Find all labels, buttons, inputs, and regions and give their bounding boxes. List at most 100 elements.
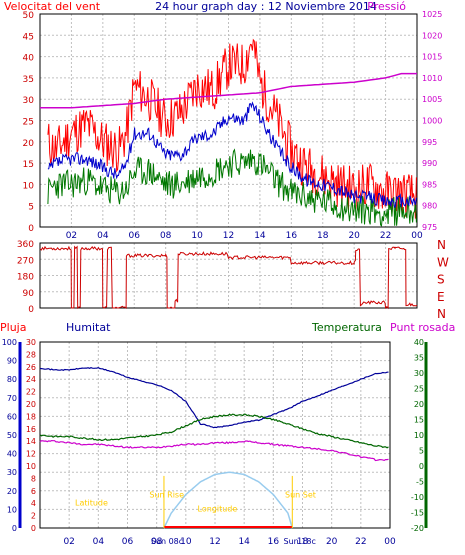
x-tick-label: 20	[348, 231, 360, 241]
x-tick-label: 14	[254, 231, 266, 241]
rain-tick-label: 20	[26, 400, 36, 409]
sunset-label: Sun Set	[285, 490, 316, 499]
temperature-tick-label: 35	[414, 354, 424, 363]
x-tick-label: 06	[122, 537, 134, 547]
temperature-tick-label: 0	[419, 462, 424, 471]
rain-tick-label: 24	[26, 375, 36, 384]
rain-tick-label: 16	[26, 425, 36, 434]
y-tick-label: 40	[23, 54, 35, 64]
y-tick-label: 360	[17, 240, 34, 250]
x-tick-label: 02	[63, 537, 74, 547]
wind-low-line	[47, 148, 417, 227]
y-tick-label: 15	[23, 160, 34, 170]
humidity-temperature-panel: 0102030405060708090100024681012141618202…	[2, 338, 428, 547]
wind-speed-panel: 0510152025303540455097598098599099510001…	[23, 10, 443, 241]
dew-point-label: Punt rosada	[390, 321, 455, 334]
y-tick-label: 50	[23, 11, 35, 21]
compass-label: W	[437, 255, 449, 269]
y-tick-label: 0	[28, 224, 34, 234]
humidity-tick-label: 80	[7, 375, 17, 384]
rain-tick-label: 28	[26, 350, 36, 359]
y-right-tick-label: 990	[422, 159, 437, 168]
y-tick-label: 20	[23, 139, 35, 149]
rain-tick-label: 30	[26, 338, 36, 347]
pressure-line	[40, 72, 417, 109]
compass-label: N	[437, 238, 446, 252]
sunrise-label: Sun Rise	[149, 490, 184, 499]
temperature-tick-label: -20	[411, 524, 424, 533]
y-right-tick-label: 1015	[422, 53, 442, 62]
x-tick-label: 18	[297, 537, 309, 547]
temperature-tick-label: 10	[414, 431, 424, 440]
temperature-tick-label: 25	[414, 385, 424, 394]
rain-tick-label: 22	[26, 388, 36, 397]
y-tick-label: 25	[23, 118, 34, 128]
humidity-tick-label: 30	[7, 468, 17, 477]
humidity-tick-label: 90	[7, 357, 17, 366]
temperature-tick-label: 40	[414, 338, 424, 347]
humidity-label: Humitat	[66, 321, 111, 334]
x-tick-label: 12	[223, 231, 234, 241]
y-tick-label: 45	[23, 32, 34, 42]
compass-label: N	[437, 307, 446, 321]
humidity-tick-label: 20	[7, 487, 17, 496]
y-tick-label: 35	[23, 75, 34, 85]
x-tick-label: 00	[411, 231, 423, 241]
x-tick-label: 02	[66, 231, 77, 241]
wind-speed-label: Velocitat del vent	[4, 0, 101, 13]
x-tick-label: 04	[93, 537, 105, 547]
x-tick-label: 16	[268, 537, 280, 547]
temperature-tick-label: 20	[414, 400, 424, 409]
wind-direction-line	[39, 245, 418, 310]
rain-tick-label: 10	[26, 462, 36, 471]
y-tick-label: 180	[17, 273, 34, 283]
humidity-tick-label: 70	[7, 394, 17, 403]
x-tick-label: 10	[180, 537, 192, 547]
rain-label: Pluja	[0, 321, 26, 334]
x-tick-label: 22	[355, 537, 366, 547]
humidity-tick-label: 0	[12, 524, 17, 533]
y-right-tick-label: 980	[422, 202, 437, 211]
wind-average-line	[47, 101, 417, 209]
rain-tick-label: 4	[31, 499, 36, 508]
y-right-tick-label: 1025	[422, 10, 442, 19]
rain-tick-label: 26	[26, 363, 36, 372]
y-right-tick-label: 1010	[422, 74, 442, 83]
rain-tick-label: 8	[31, 474, 36, 483]
y-tick-label: 10	[23, 181, 35, 191]
y-right-tick-label: 975	[422, 223, 437, 232]
temperature-tick-label: -10	[411, 493, 424, 502]
temperature-tick-label: 30	[414, 369, 424, 378]
sun-time-label: Sun 18c	[284, 537, 316, 546]
sun-elevation-line	[163, 471, 294, 529]
temperature-tick-label: -15	[411, 509, 424, 518]
compass-label: E	[437, 290, 445, 304]
y-right-tick-label: 1005	[422, 95, 442, 104]
humidity-tick-label: 100	[2, 338, 17, 347]
temperature-tick-label: -5	[416, 478, 424, 487]
humidity-tick-label: 50	[7, 431, 17, 440]
temperature-line	[39, 413, 389, 449]
x-tick-label: 00	[384, 537, 396, 547]
x-tick-label: 08	[151, 537, 163, 547]
plot-frame	[39, 13, 418, 228]
rain-tick-label: 6	[31, 487, 36, 496]
x-tick-label: 18	[317, 231, 329, 241]
x-tick-label: 22	[380, 231, 391, 241]
rain-tick-label: 18	[26, 412, 36, 421]
compass-label: S	[437, 273, 445, 287]
rain-tick-label: 2	[31, 512, 36, 521]
rain-tick-label: 0	[31, 524, 36, 533]
temperature-tick-label: 15	[414, 416, 424, 425]
dew-point-line	[39, 439, 389, 462]
x-tick-label: 20	[326, 537, 338, 547]
y-right-tick-label: 995	[422, 138, 437, 147]
y-tick-label: 270	[17, 256, 34, 266]
temperature-label: Temperatura	[311, 321, 382, 334]
latitude-label: Latitude	[75, 499, 108, 508]
y-tick-label: 5	[28, 203, 34, 213]
humidity-tick-label: 60	[7, 412, 17, 421]
plot-frame	[39, 242, 418, 309]
